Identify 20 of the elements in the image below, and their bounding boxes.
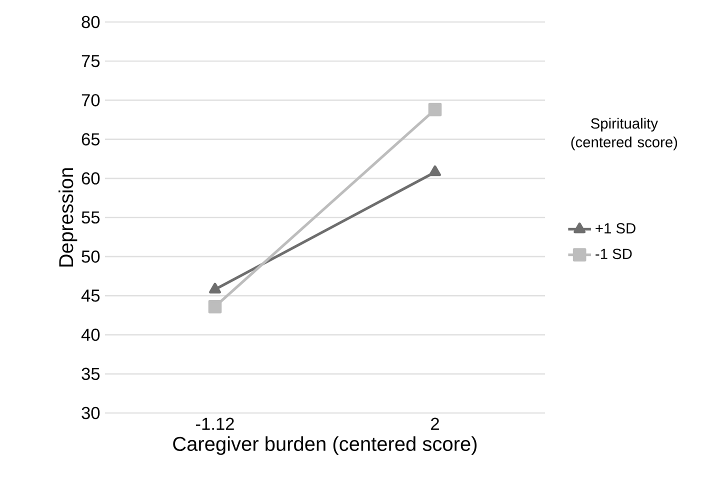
x-axis-title: Caregiver burden (centered score)	[173, 436, 477, 455]
point	[208, 300, 222, 314]
y-tick-label: 75	[82, 55, 100, 68]
y-tick-label: 45	[81, 290, 100, 302]
x-tick-label: 2	[431, 418, 439, 430]
y-tick-label: 40	[81, 328, 100, 341]
y-tick-label: 80	[82, 16, 100, 28]
y-tick-label: 65	[82, 133, 100, 146]
y-tick-label: 70	[82, 94, 100, 106]
y-tick-label: 50	[82, 250, 100, 263]
x-tick-label: -1.12	[196, 418, 234, 430]
y-tick-label: 60	[82, 172, 100, 185]
legend-label: -1 SD	[596, 248, 632, 260]
y-axis-title: Depression	[58, 168, 78, 266]
legend-label: +1 SD	[596, 223, 636, 234]
legend-title: Spirituality (centered score)	[571, 118, 678, 150]
y-tick-label: 55	[82, 211, 100, 224]
y-tick-label: 35	[82, 368, 100, 380]
y-tick-label: 30	[82, 406, 100, 420]
point	[428, 102, 442, 116]
